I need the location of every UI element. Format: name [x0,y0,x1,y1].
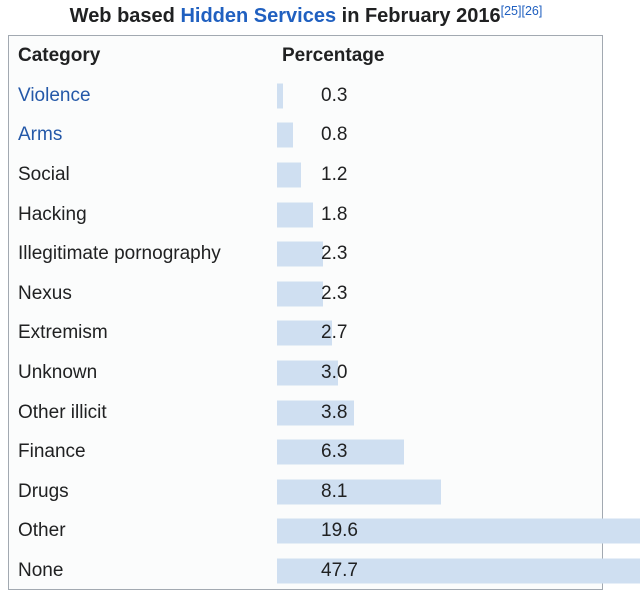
category-cell: Violence [9,85,277,107]
category-cell: Other illicit [9,402,277,424]
percentage-value: 3.0 [321,361,348,383]
percentage-value: 8.1 [321,480,348,502]
percentage-cell: 47.7 [277,551,640,591]
percentage-bar [277,439,405,465]
percentage-cell: 0.8 [277,116,602,156]
percentage-value: 47.7 [321,559,358,581]
percentage-cell: 19.6 [277,512,640,552]
percentage-bar [277,83,284,109]
column-header-category: Category [18,45,101,66]
page-title: Web based Hidden Services in February 20… [8,2,604,30]
table-row: Illegitimate pornography 2.3 [9,234,602,274]
category-label: Other illicit [18,401,107,423]
category-cell: Illegitimate pornography [9,243,277,265]
category-link[interactable]: Violence [18,84,91,106]
percentage-bar [277,360,338,386]
category-cell: Finance [9,441,277,463]
percentage-cell: 2.7 [277,314,602,354]
category-label: Illegitimate pornography [18,243,221,265]
hidden-services-link[interactable]: Hidden Services [180,5,337,27]
percentage-bar [277,320,332,346]
category-label: Nexus [18,282,72,304]
percentage-bar [277,241,324,267]
category-label: Unknown [18,361,98,383]
category-cell: None [9,560,277,582]
percentage-bar [277,202,314,228]
percentage-cell: 2.3 [277,274,602,314]
table-row: Unknown 3.0 [9,353,602,393]
category-label: Other [18,520,66,542]
table-row: Arms 0.8 [9,116,602,156]
category-cell: Social [9,164,277,186]
table-row: Other 19.6 [9,512,640,552]
percentage-value: 1.8 [321,203,348,225]
column-header-percentage: Percentage [282,45,385,66]
table-row: Violence 0.3 [9,76,602,116]
percentage-cell: 1.2 [277,155,602,195]
category-cell: Extremism [9,322,277,344]
citation-link-26[interactable]: [26] [521,4,543,18]
title-text-prefix: Web based [69,5,181,27]
category-link[interactable]: Arms [18,124,63,146]
percentage-bar [277,400,354,426]
percentage-value: 6.3 [321,441,348,463]
table-row: None 47.7 [9,551,640,591]
table-row: Social 1.2 [9,155,602,195]
percentage-cell: 1.8 [277,195,602,235]
category-cell: Drugs [9,481,277,503]
category-label: None [18,559,64,581]
category-cell: Other [9,520,277,542]
percentage-cell: 2.3 [277,234,602,274]
category-cell: Nexus [9,283,277,305]
percentage-cell: 6.3 [277,432,602,472]
percentage-value: 0.3 [321,84,348,106]
percentage-cell: 0.3 [277,76,602,116]
category-cell: Hacking [9,204,277,226]
category-cell: Arms [9,124,277,146]
table-rows: Violence 0.3 Arms 0.8 Social 1.2 Hacking 1.8 Ill… [9,76,640,591]
percentage-value: 2.3 [321,243,348,265]
category-cell: Unknown [9,362,277,384]
percentage-bar [277,162,302,188]
table-row: Drugs 8.1 [9,472,602,512]
category-label: Extremism [18,322,108,344]
percentage-value: 1.2 [321,163,348,185]
citation-superscripts: [25][26] [501,4,543,18]
percentage-bar [277,558,640,584]
percentage-value: 0.8 [321,124,348,146]
category-label: Finance [18,441,86,463]
percentage-bar [277,122,294,148]
percentage-cell: 3.8 [277,393,602,433]
percentage-cell: 3.0 [277,353,602,393]
category-label: Drugs [18,480,69,502]
percentage-value: 2.3 [321,282,348,304]
percentage-bar [277,479,441,505]
citation-link-25[interactable]: [25] [500,4,522,18]
percentage-value: 19.6 [321,520,358,542]
table-row: Finance 6.3 [9,432,602,472]
table-row: Extremism 2.7 [9,314,602,354]
percentage-value: 2.7 [321,322,348,344]
category-label: Hacking [18,203,87,225]
title-text-suffix: in February 2016 [336,5,501,27]
percentage-cell: 8.1 [277,472,602,512]
table-row: Hacking 1.8 [9,195,602,235]
category-label: Social [18,163,70,185]
percentage-bar [277,518,640,544]
table-row: Nexus 2.3 [9,274,602,314]
percentage-bar [277,281,324,307]
hidden-services-table: Category Percentage Violence 0.3 Arms 0.8 So… [8,35,640,591]
percentage-value: 3.8 [321,401,348,423]
table-header-row: Category Percentage [9,36,602,76]
table-row: Other illicit 3.8 [9,393,602,433]
